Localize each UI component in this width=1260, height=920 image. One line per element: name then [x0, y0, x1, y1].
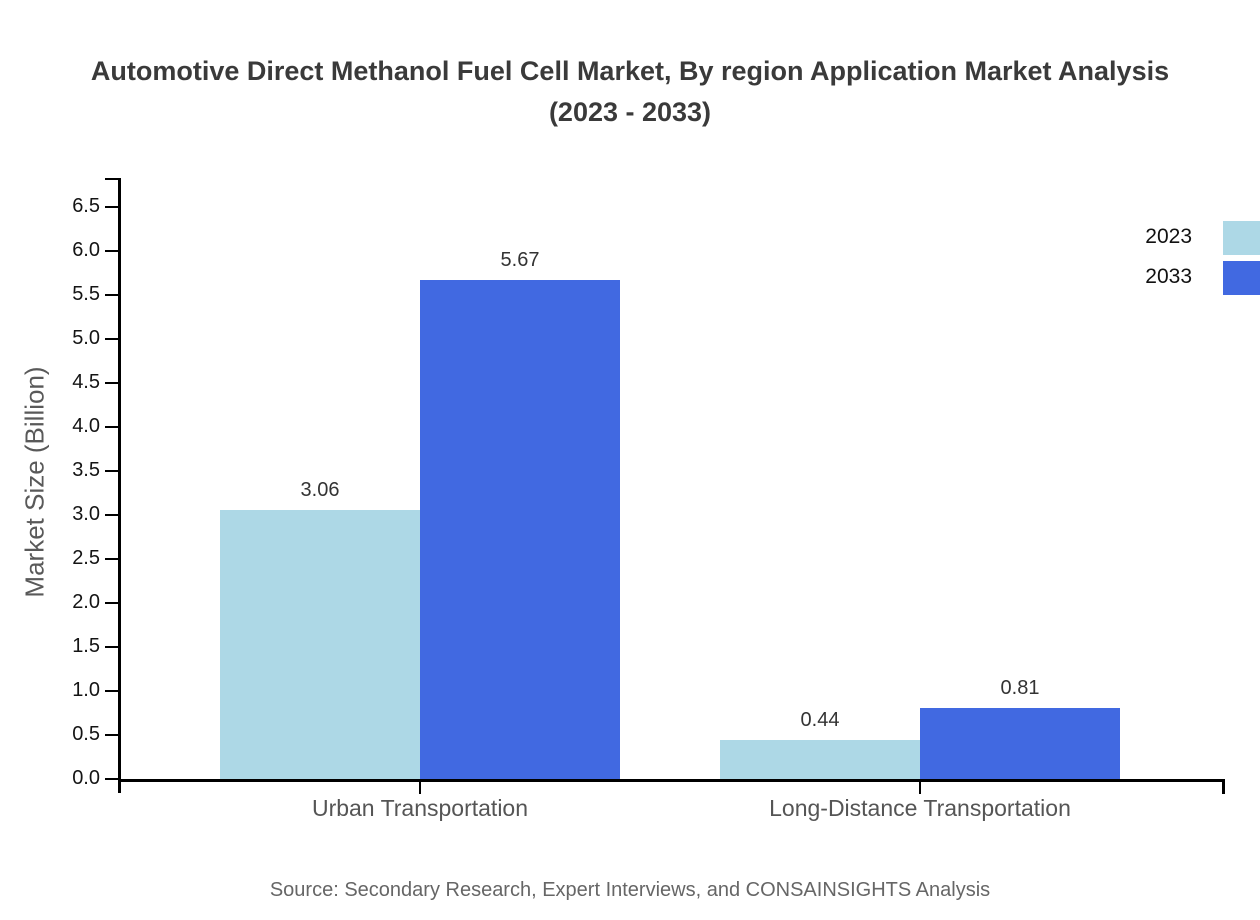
x-tick [919, 782, 921, 794]
bar-value-label: 0.81 [1000, 676, 1040, 699]
legend-label-2023: 2023 [1145, 225, 1192, 248]
category-label: Urban Transportation [311, 795, 529, 821]
category-label: Long-Distance Transportation [769, 795, 1071, 821]
y-tick-label: 4.5 [72, 371, 100, 393]
y-axis-line [118, 178, 121, 793]
legend-label-2033: 2033 [1145, 265, 1192, 288]
bar-value-label: 5.67 [500, 249, 540, 272]
y-tick [105, 294, 118, 296]
y-tick-label: 6.0 [72, 239, 100, 261]
y-tick-label: 5.0 [72, 327, 100, 349]
y-tick [105, 470, 118, 472]
y-tick-label: 4.0 [72, 415, 100, 437]
y-tick [105, 690, 118, 692]
y-tick [105, 338, 118, 340]
x-axis-line [118, 779, 1225, 782]
y-tick-label: 1.5 [72, 635, 100, 657]
y-tick-label: 2.0 [72, 591, 100, 613]
chart-title: Automotive Direct Methanol Fuel Cell Mar… [90, 56, 1170, 127]
y-tick [105, 206, 118, 208]
y-tick-label: 3.5 [72, 459, 100, 481]
bar-2033 [920, 707, 1120, 779]
bar-value-label: 0.44 [800, 709, 840, 732]
x-tick [419, 782, 421, 794]
y-axis-end-cap [105, 178, 118, 180]
y-tick-label: 0.5 [72, 723, 100, 745]
y-tick-label: 6.5 [72, 195, 100, 217]
y-tick [105, 646, 118, 648]
legend-swatch-2033 [1223, 261, 1260, 295]
y-tick-label: 5.5 [72, 283, 100, 305]
y-tick-label: 1.0 [72, 679, 100, 701]
bar-2023 [720, 740, 920, 779]
y-tick-label: 2.5 [72, 547, 100, 569]
legend-swatch-2023 [1223, 221, 1260, 255]
y-tick [105, 734, 118, 736]
source-note: Source: Secondary Research, Expert Inter… [269, 879, 991, 901]
y-tick [105, 778, 118, 780]
bar-value-label: 3.06 [300, 478, 340, 501]
y-tick [105, 382, 118, 384]
y-tick [105, 426, 118, 428]
y-tick [105, 558, 118, 560]
x-axis-end-cap [1222, 779, 1225, 794]
bar-2033 [420, 280, 620, 779]
y-tick-label: 3.0 [72, 503, 100, 525]
y-tick [105, 602, 118, 604]
bar-2023 [220, 509, 420, 779]
y-tick [105, 514, 118, 516]
y-tick [105, 250, 118, 252]
y-tick-label: 0.0 [72, 767, 100, 789]
